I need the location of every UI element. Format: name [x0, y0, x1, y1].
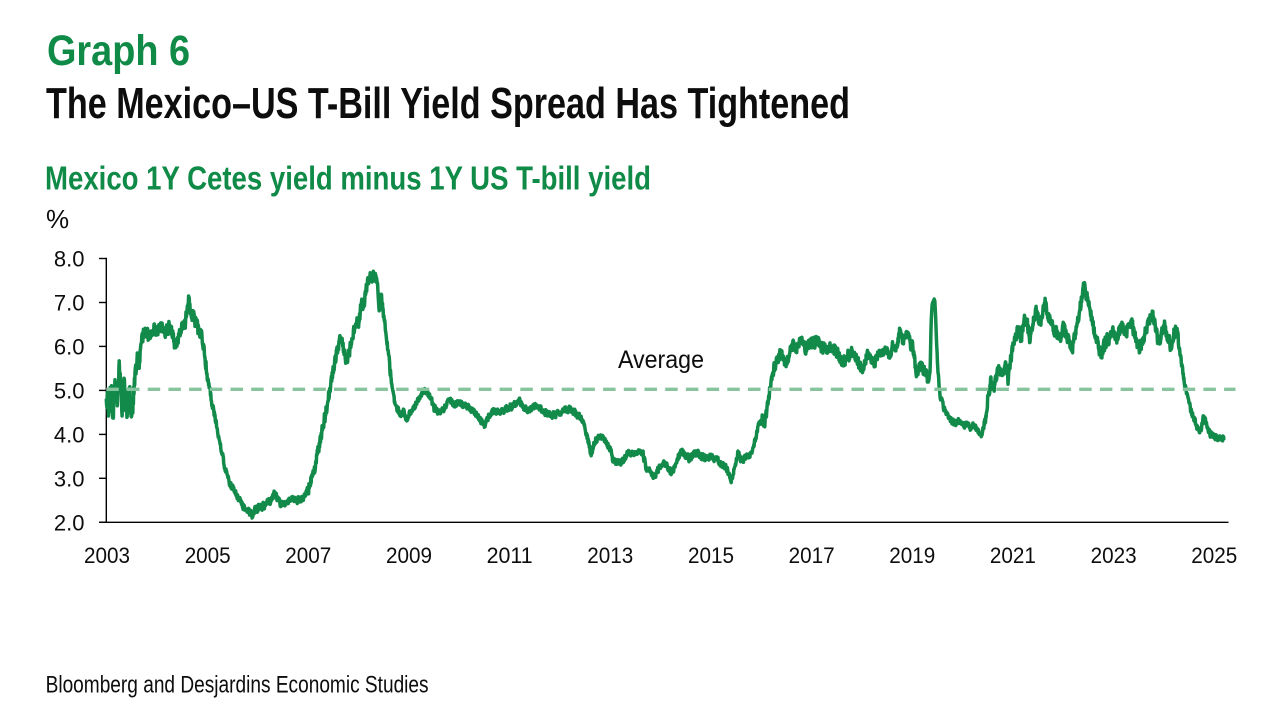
svg-text:2.0: 2.0	[54, 510, 85, 535]
svg-text:2013: 2013	[587, 543, 633, 568]
svg-text:2015: 2015	[688, 543, 734, 568]
svg-text:8.0: 8.0	[54, 247, 85, 272]
svg-text:2021: 2021	[990, 543, 1036, 568]
svg-text:2025: 2025	[1191, 543, 1237, 568]
svg-text:3.0: 3.0	[54, 466, 85, 491]
svg-text:2007: 2007	[285, 543, 331, 568]
svg-text:5.0: 5.0	[54, 378, 85, 403]
svg-text:The Mexico–US T-Bill Yield Spr: The Mexico–US T-Bill Yield Spread Has Ti…	[46, 79, 850, 128]
svg-text:Average: Average	[618, 346, 704, 374]
svg-text:Graph 6: Graph 6	[47, 27, 190, 75]
svg-text:2009: 2009	[386, 543, 432, 568]
svg-text:2003: 2003	[84, 543, 130, 568]
svg-text:Mexico 1Y Cetes yield minus 1Y: Mexico 1Y Cetes yield minus 1Y US T-bill…	[45, 160, 651, 197]
svg-text:2005: 2005	[185, 543, 231, 568]
svg-text:7.0: 7.0	[54, 291, 85, 316]
svg-text:2011: 2011	[487, 543, 533, 568]
svg-text:Bloomberg and Desjardins Econo: Bloomberg and Desjardins Economic Studie…	[46, 671, 429, 698]
svg-text:2023: 2023	[1091, 543, 1137, 568]
svg-text:4.0: 4.0	[54, 422, 85, 447]
svg-text:%: %	[46, 204, 69, 234]
svg-text:2017: 2017	[789, 543, 835, 568]
svg-text:6.0: 6.0	[54, 334, 85, 359]
svg-text:2019: 2019	[889, 543, 935, 568]
